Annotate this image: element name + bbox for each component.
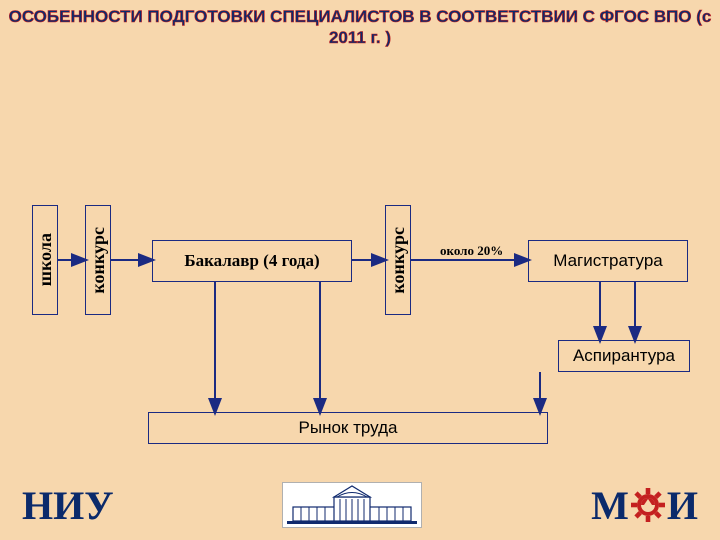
box-bachelor-label: Бакалавр (4 года): [178, 251, 325, 271]
footer-mei-right: И: [667, 482, 698, 529]
box-school: школа: [32, 205, 58, 315]
box-school-label: школа: [35, 233, 56, 286]
slide-title: ОСОБЕННОСТИ ПОДГОТОВКИ СПЕЦИАЛИСТОВ В СО…: [0, 6, 720, 49]
box-master-label: Магистратура: [547, 251, 669, 271]
box-market: Рынок труда: [148, 412, 548, 444]
box-konkurs-2: конкурс: [385, 205, 411, 315]
box-konkurs-2-label: конкурс: [388, 227, 409, 294]
box-master: Магистратура: [528, 240, 688, 282]
footer-mei-logo: М И: [591, 482, 698, 529]
footer-niu: НИУ: [22, 482, 114, 529]
footer-mei-left: М: [591, 482, 629, 529]
footer-building-icon: [282, 482, 422, 528]
gear-icon: [631, 488, 665, 522]
box-bachelor: Бакалавр (4 года): [152, 240, 352, 282]
box-aspirant: Аспирантура: [558, 340, 690, 372]
edge-label-percent: около 20%: [440, 243, 503, 259]
box-konkurs-1: конкурс: [85, 205, 111, 315]
box-aspirant-label: Аспирантура: [567, 346, 681, 366]
box-konkurs-1-label: конкурс: [88, 227, 109, 294]
footer: НИУ М: [0, 477, 720, 533]
box-market-label: Рынок труда: [293, 418, 404, 438]
